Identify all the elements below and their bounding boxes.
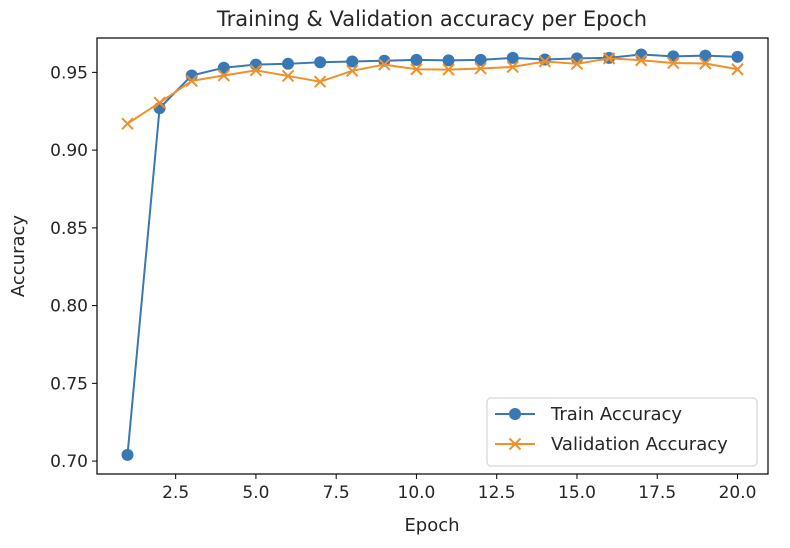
- legend-label-validation-accuracy: Validation Accuracy: [551, 434, 728, 455]
- data-point: [442, 63, 455, 76]
- data-point: [121, 117, 134, 130]
- data-point: [731, 63, 744, 76]
- y-axis: 0.70 0.75 0.80 0.85 0.90 0.95: [50, 63, 97, 472]
- data-point: [667, 50, 680, 63]
- data-point: [635, 48, 648, 61]
- data-point: [731, 50, 744, 63]
- data-point: [217, 61, 230, 74]
- x-axis-label: Epoch: [404, 515, 459, 536]
- y-tick-label: 0.70: [50, 452, 88, 472]
- y-tick-label: 0.95: [50, 63, 88, 83]
- x-tick-label: 7.5: [323, 483, 350, 503]
- data-point: [506, 51, 519, 64]
- series-validation-accuracy: [121, 52, 744, 130]
- y-tick-label: 0.75: [50, 374, 88, 394]
- data-point: [217, 69, 231, 82]
- data-point: [249, 64, 263, 77]
- data-point: [153, 96, 166, 109]
- data-point: [602, 52, 616, 65]
- data-point: [313, 75, 327, 88]
- data-point: [474, 53, 487, 66]
- x-axis: 2.5 5.0 7.5 10.0 12.5 15.0 17.5 20.0: [162, 474, 756, 503]
- x-tick-label: 2.5: [162, 483, 189, 503]
- chart-title: Training & Validation accuracy per Epoch: [216, 7, 647, 31]
- data-point: [538, 55, 552, 68]
- legend: Train Accuracy Validation Accuracy: [486, 397, 758, 467]
- x-marker-shape: [508, 437, 522, 451]
- series-layer: [121, 48, 744, 461]
- x-tick-label: 15.0: [558, 483, 596, 503]
- legend-entry-train-accuracy: Train Accuracy: [495, 404, 682, 425]
- data-point: [281, 69, 295, 83]
- y-tick-label: 0.80: [50, 297, 88, 317]
- data-point: [699, 49, 712, 62]
- x-tick-label: 17.5: [638, 483, 676, 503]
- data-point: [378, 54, 391, 67]
- y-tick-label: 0.90: [50, 141, 88, 161]
- x-tick-label: 12.5: [478, 483, 516, 503]
- data-point: [410, 63, 423, 76]
- data-point: [314, 56, 327, 69]
- data-point: [282, 57, 295, 70]
- data-point: [570, 57, 584, 71]
- data-point: [442, 54, 455, 67]
- data-point: [249, 58, 262, 71]
- data-point: [634, 54, 648, 67]
- y-tick-label: 0.85: [50, 219, 88, 239]
- legend-marker-x: [508, 437, 522, 451]
- x-tick-label: 10.0: [398, 483, 436, 503]
- x-tick-label: 5.0: [242, 483, 269, 503]
- data-point: [378, 58, 391, 71]
- data-point: [346, 55, 359, 68]
- y-axis-label: Accuracy: [8, 215, 29, 298]
- series-line-validation-accuracy: [126, 57, 738, 125]
- legend-box: [486, 397, 758, 467]
- data-point: [538, 53, 551, 66]
- data-point: [185, 74, 198, 88]
- data-point: [346, 64, 359, 78]
- data-point: [699, 57, 712, 70]
- data-point: [121, 448, 134, 461]
- data-point: [474, 62, 487, 75]
- data-point: [410, 53, 423, 66]
- legend-entry-validation-accuracy: Validation Accuracy: [495, 434, 728, 455]
- data-point: [667, 56, 680, 70]
- data-point: [506, 60, 519, 74]
- x-tick-label: 20.0: [719, 483, 757, 503]
- legend-label-train-accuracy: Train Accuracy: [550, 404, 682, 425]
- legend-marker-circle: [509, 408, 521, 420]
